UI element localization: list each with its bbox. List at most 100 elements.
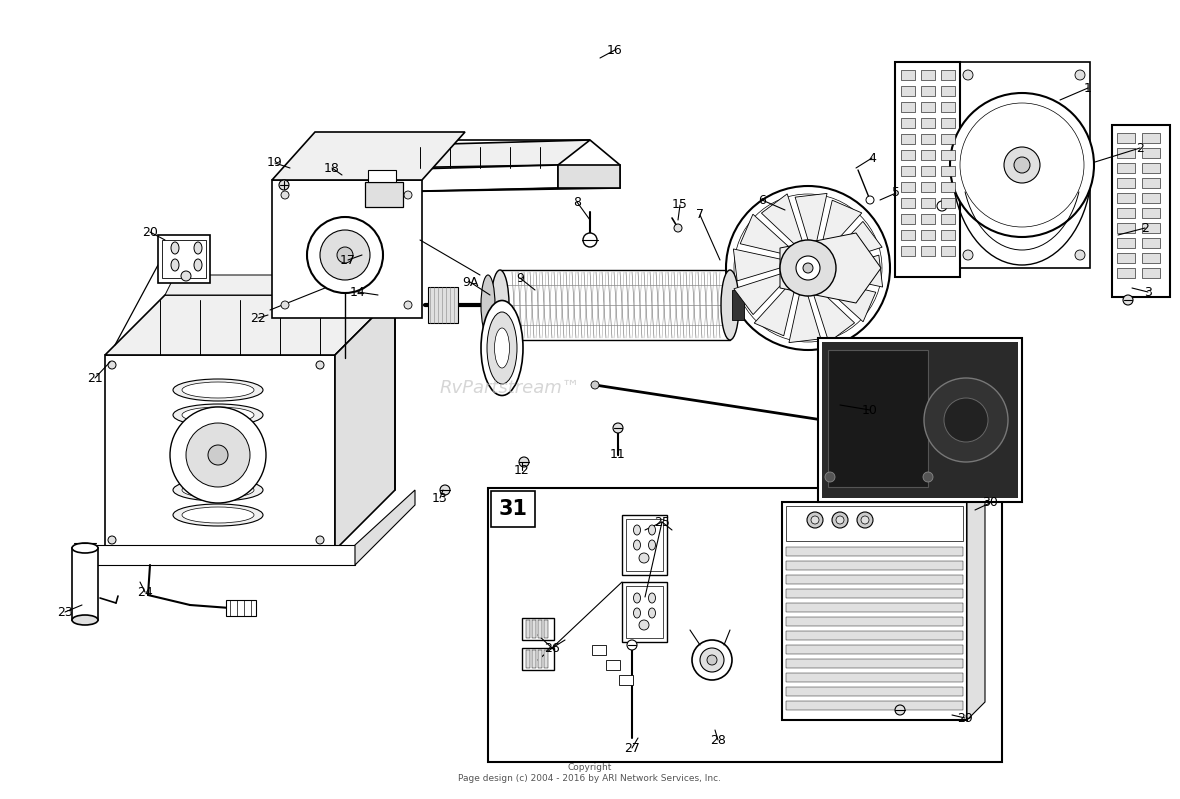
Ellipse shape <box>173 479 263 501</box>
Bar <box>1142 193 1160 203</box>
Circle shape <box>923 472 933 482</box>
Bar <box>1117 223 1135 233</box>
Bar <box>922 150 935 160</box>
Bar <box>158 235 210 283</box>
Bar <box>1142 178 1160 188</box>
Bar <box>786 547 963 556</box>
Circle shape <box>1004 147 1040 183</box>
Text: 19: 19 <box>267 157 283 169</box>
Bar <box>940 86 955 96</box>
Bar <box>627 519 663 571</box>
Bar <box>940 182 955 192</box>
Circle shape <box>804 263 813 273</box>
Bar <box>922 246 935 256</box>
Ellipse shape <box>182 382 254 398</box>
Bar <box>940 134 955 144</box>
Bar <box>940 118 955 128</box>
Text: 18: 18 <box>324 161 340 174</box>
Circle shape <box>961 103 1084 227</box>
Bar <box>822 342 1018 498</box>
Circle shape <box>937 201 948 211</box>
Ellipse shape <box>634 525 641 535</box>
Bar <box>1142 238 1160 248</box>
Polygon shape <box>165 275 405 295</box>
Ellipse shape <box>173 504 263 526</box>
Polygon shape <box>795 193 827 241</box>
Ellipse shape <box>634 593 641 603</box>
Polygon shape <box>832 221 883 262</box>
Polygon shape <box>90 545 355 565</box>
Circle shape <box>170 407 266 503</box>
Bar <box>902 198 914 208</box>
Polygon shape <box>828 350 927 487</box>
Text: 27: 27 <box>624 741 640 754</box>
Bar <box>1142 163 1160 173</box>
Bar <box>1117 163 1135 173</box>
Bar <box>786 575 963 584</box>
Polygon shape <box>780 233 881 303</box>
Ellipse shape <box>649 525 656 535</box>
Bar <box>1142 253 1160 263</box>
Circle shape <box>674 224 682 232</box>
Bar <box>940 214 955 224</box>
Circle shape <box>109 536 116 544</box>
Polygon shape <box>958 62 1090 268</box>
Bar <box>622 582 667 642</box>
Text: 1: 1 <box>1084 81 1092 94</box>
Circle shape <box>734 194 881 342</box>
Ellipse shape <box>194 242 202 254</box>
Bar <box>922 166 935 176</box>
Bar <box>538 620 542 638</box>
Bar <box>522 618 553 640</box>
Text: 31: 31 <box>498 499 527 519</box>
Circle shape <box>281 191 289 199</box>
Text: 8: 8 <box>573 196 581 209</box>
Ellipse shape <box>494 328 510 368</box>
Bar <box>365 182 404 207</box>
Circle shape <box>278 180 289 190</box>
Circle shape <box>796 256 820 280</box>
Polygon shape <box>734 249 781 281</box>
Bar <box>1117 268 1135 278</box>
Text: 11: 11 <box>610 448 625 462</box>
Bar <box>940 230 955 240</box>
Bar <box>940 198 955 208</box>
Text: 9A: 9A <box>461 276 478 288</box>
Bar <box>72 548 98 620</box>
Text: RvPartstream™: RvPartstream™ <box>440 379 581 397</box>
Ellipse shape <box>182 457 254 473</box>
Circle shape <box>404 301 412 309</box>
Bar <box>940 166 955 176</box>
Bar <box>922 86 935 96</box>
Circle shape <box>640 553 649 563</box>
Ellipse shape <box>649 593 656 603</box>
Polygon shape <box>355 490 415 565</box>
Text: 13: 13 <box>432 491 448 504</box>
Bar <box>922 230 935 240</box>
Text: Copyright
Page design (c) 2004 - 2016 by ARI Network Services, Inc.: Copyright Page design (c) 2004 - 2016 by… <box>459 763 721 783</box>
Bar <box>902 166 914 176</box>
Bar <box>786 603 963 612</box>
Bar <box>1117 208 1135 218</box>
Bar <box>526 620 530 638</box>
Polygon shape <box>335 295 395 550</box>
Circle shape <box>691 640 732 680</box>
Polygon shape <box>754 287 794 336</box>
Text: 3: 3 <box>1145 285 1152 299</box>
Circle shape <box>583 233 597 247</box>
Circle shape <box>1014 157 1030 173</box>
Bar <box>532 650 536 668</box>
Circle shape <box>950 93 1094 237</box>
Text: 9: 9 <box>516 272 524 284</box>
Circle shape <box>861 516 868 524</box>
Bar <box>902 214 914 224</box>
Bar <box>1142 148 1160 158</box>
Circle shape <box>627 640 637 650</box>
Circle shape <box>825 472 835 482</box>
Ellipse shape <box>649 540 656 550</box>
Bar <box>491 491 535 527</box>
Polygon shape <box>822 201 861 249</box>
Bar <box>786 561 963 570</box>
Bar <box>940 102 955 112</box>
Circle shape <box>404 191 412 199</box>
